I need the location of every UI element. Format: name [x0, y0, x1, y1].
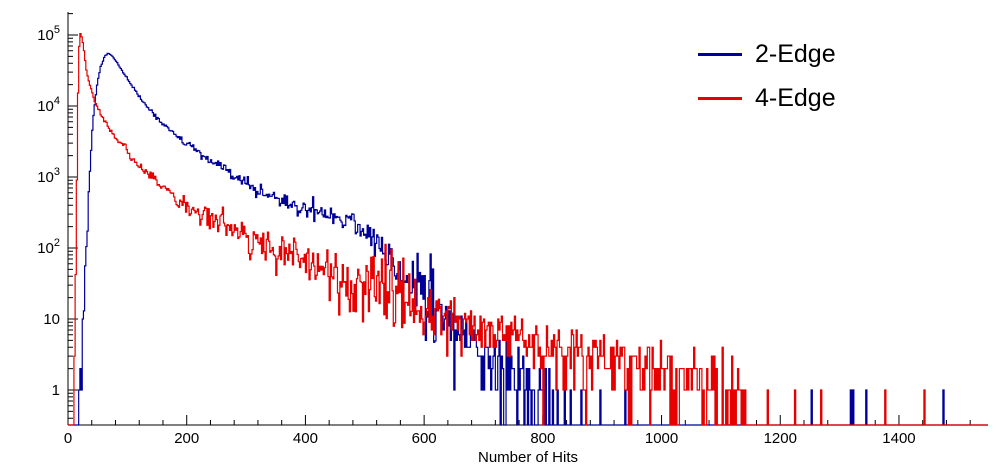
- x-tick-label: 1400: [882, 430, 915, 447]
- legend-label-4edge: 4-Edge: [755, 83, 836, 112]
- legend-label-2edge: 2-Edge: [755, 39, 836, 68]
- x-tick-label: 0: [64, 430, 72, 447]
- y-tick-label: 103: [37, 166, 60, 186]
- y-tick-label: 1: [52, 382, 60, 399]
- y-tick-label: 105: [37, 24, 60, 44]
- x-tick-label: 1000: [645, 430, 678, 447]
- legend-item-4edge: 4-Edge: [698, 80, 836, 116]
- x-tick-label: 200: [174, 430, 199, 447]
- x-tick-label: 400: [293, 430, 318, 447]
- legend-swatch-2edge-line: [698, 52, 742, 56]
- histogram-series-2-edge: [68, 52, 988, 426]
- y-tick-label: 104: [37, 95, 60, 115]
- legend: 2-Edge 4-Edge: [698, 36, 836, 116]
- y-tick-label: 10: [43, 311, 60, 328]
- legend-item-2edge: 2-Edge: [698, 36, 836, 72]
- x-tick-label: 600: [412, 430, 437, 447]
- x-axis-title: Number of Hits: [477, 449, 579, 466]
- y-tick-label: 102: [37, 237, 60, 257]
- x-tick-label: 1200: [764, 430, 797, 447]
- x-tick-label: 800: [530, 430, 555, 447]
- histogram-series-4-edge: [68, 33, 988, 426]
- legend-swatch-4edge-line: [698, 96, 742, 100]
